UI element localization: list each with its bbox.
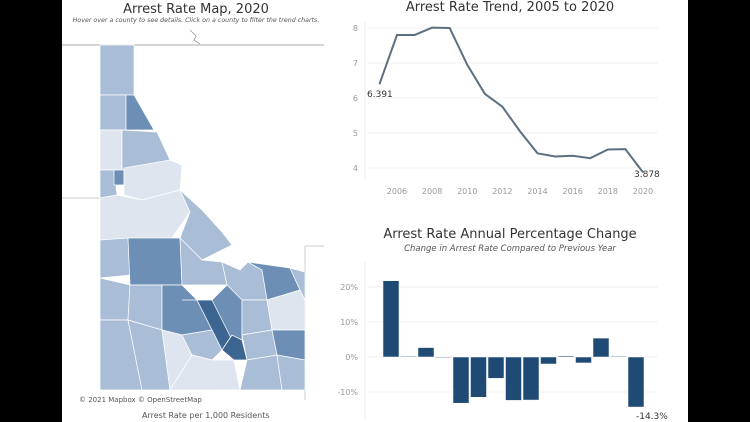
bar-2008	[417, 347, 435, 358]
idaho-county-map[interactable]	[62, 0, 332, 422]
map-subtitle: Hover over a county to see details. Clic…	[72, 17, 320, 24]
map-title: Arrest Rate Map, 2020	[123, 2, 269, 17]
last-bar-label: -14.3%	[636, 412, 668, 422]
y-tick-label: 7	[353, 59, 358, 68]
bar-2011	[470, 356, 487, 398]
bar-2007	[400, 355, 417, 358]
y-tick-label: 5	[353, 129, 358, 138]
county-region[interactable]	[179, 189, 233, 261]
bar-2012	[487, 356, 505, 379]
county-region[interactable]	[266, 289, 306, 331]
x-tick-label: 2016	[562, 187, 582, 196]
y-tick-label: 20%	[340, 283, 358, 292]
county-region[interactable]	[276, 354, 306, 391]
x-tick-label: 2010	[457, 187, 477, 196]
map-legend-label: Arrest Rate per 1,000 Residents	[142, 411, 270, 420]
y-tick-label: 6	[353, 94, 358, 103]
y-tick-label: 10%	[340, 318, 358, 327]
county-region[interactable]	[221, 334, 248, 361]
x-tick-label: 2006	[387, 187, 407, 196]
y-tick-label: 0%	[345, 353, 358, 362]
y-tick-label: 8	[353, 24, 358, 33]
dashboard: Arrest Rate Map, 2020 Hover over a count…	[62, 0, 688, 422]
x-tick-label: 2012	[492, 187, 512, 196]
county-region[interactable]	[181, 329, 223, 361]
bar-2013	[505, 356, 522, 401]
trend-line	[378, 26, 644, 173]
bar-2006	[382, 280, 400, 358]
bar-2009	[435, 356, 452, 359]
bar-2020	[627, 356, 645, 408]
bar-2015	[540, 356, 557, 365]
bar-2018	[592, 337, 610, 358]
bar-2016	[557, 355, 575, 358]
x-tick-label: 2008	[422, 187, 442, 196]
bar-2019	[610, 355, 627, 358]
y-tick-label: -10%	[337, 388, 358, 397]
change-title: Arrest Rate Annual Percentage Change	[383, 227, 637, 242]
charts-area: 4 5 6 7 8 2006 2008 2010 2012 2014 2016 2018 2020 6.3…	[337, 22, 668, 422]
first-value-label: 6.391	[367, 90, 393, 100]
bar-2017	[575, 356, 592, 364]
county-region[interactable]	[169, 354, 241, 391]
y-tick-label: 4	[353, 164, 358, 173]
last-value-label: 3.878	[634, 170, 660, 180]
x-tick-label: 2014	[527, 187, 547, 196]
map-attribution: © 2021 Mapbox © OpenStreetMap	[79, 396, 202, 404]
x-tick-label: 2020	[633, 187, 653, 196]
bar-2010	[452, 356, 470, 404]
bar-2014	[522, 356, 540, 401]
change-subtitle: Change in Arrest Rate Compared to Previo…	[404, 244, 616, 254]
trend-title: Arrest Rate Trend, 2005 to 2020	[405, 0, 615, 15]
x-tick-label: 2018	[598, 187, 618, 196]
county-region[interactable]	[125, 94, 155, 131]
